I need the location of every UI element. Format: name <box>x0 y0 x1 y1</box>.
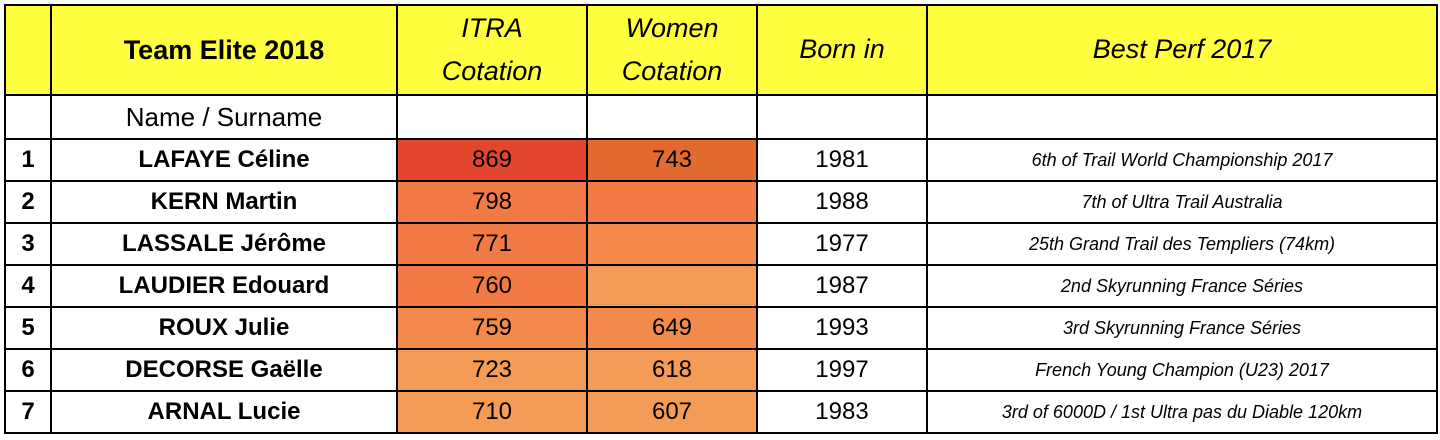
born-cell[interactable]: 1987 <box>756 264 928 308</box>
name-cell[interactable]: LAFAYE Céline <box>50 138 398 182</box>
corner-cell[interactable] <box>4 4 52 96</box>
perf-cell[interactable]: 2nd Skyrunning France Séries <box>926 264 1438 308</box>
women-cell[interactable] <box>586 264 758 308</box>
sub-empty-itra[interactable] <box>396 94 588 140</box>
born-cell[interactable]: 1983 <box>756 390 928 434</box>
itra-cell[interactable]: 869 <box>396 138 588 182</box>
name-cell[interactable]: LAUDIER Edouard <box>50 264 398 308</box>
team-elite-table: Team Elite 2018 ITRA Cotation Women Cota… <box>4 4 1438 434</box>
table-row: 6 DECORSE Gaëlle 723 618 1997 French Young Ch… <box>4 348 1438 392</box>
rank-cell[interactable]: 6 <box>4 348 52 392</box>
name-cell[interactable]: DECORSE Gaëlle <box>50 348 398 392</box>
women-cell[interactable]: 649 <box>586 306 758 350</box>
born-cell[interactable]: 1993 <box>756 306 928 350</box>
table-row: 5 ROUX Julie 759 649 1993 3rd Skyrunning Fran… <box>4 306 1438 350</box>
perf-cell[interactable]: 6th of Trail World Championship 2017 <box>926 138 1438 182</box>
women-header-line1: Women <box>625 12 719 43</box>
itra-header-line1: ITRA <box>461 12 523 43</box>
perf-cell[interactable]: 25th Grand Trail des Templiers (74km) <box>926 222 1438 266</box>
born-header[interactable]: Born in <box>756 4 928 96</box>
table-row: 2 KERN Martin 798 1988 7th of Ultra Trail Au… <box>4 180 1438 224</box>
born-cell[interactable]: 1988 <box>756 180 928 224</box>
women-cell[interactable]: 743 <box>586 138 758 182</box>
rank-cell[interactable]: 2 <box>4 180 52 224</box>
itra-cell[interactable]: 723 <box>396 348 588 392</box>
women-header[interactable]: Women Cotation <box>586 4 758 96</box>
itra-cell[interactable]: 798 <box>396 180 588 224</box>
rank-cell[interactable]: 4 <box>4 264 52 308</box>
born-cell[interactable]: 1981 <box>756 138 928 182</box>
sub-empty-women[interactable] <box>586 94 758 140</box>
born-cell[interactable]: 1977 <box>756 222 928 266</box>
name-label[interactable]: Name / Surname <box>50 94 398 140</box>
women-cell[interactable]: 618 <box>586 348 758 392</box>
rank-cell[interactable]: 7 <box>4 390 52 434</box>
itra-cell[interactable]: 771 <box>396 222 588 266</box>
sub-empty-born[interactable] <box>756 94 928 140</box>
perf-header[interactable]: Best Perf 2017 <box>926 4 1438 96</box>
itra-cell[interactable]: 710 <box>396 390 588 434</box>
name-cell[interactable]: LASSALE Jérôme <box>50 222 398 266</box>
name-cell[interactable]: ROUX Julie <box>50 306 398 350</box>
itra-cell[interactable]: 759 <box>396 306 588 350</box>
rank-cell[interactable]: 1 <box>4 138 52 182</box>
women-cell[interactable]: 607 <box>586 390 758 434</box>
women-header-line2: Cotation <box>621 56 723 86</box>
sub-empty-rank[interactable] <box>4 94 52 140</box>
name-cell[interactable]: KERN Martin <box>50 180 398 224</box>
table-row: 3 LASSALE Jérôme 771 1977 25th Grand Trail d… <box>4 222 1438 266</box>
header-row: Team Elite 2018 ITRA Cotation Women Cota… <box>4 4 1438 96</box>
itra-cell[interactable]: 760 <box>396 264 588 308</box>
subheader-row: Name / Surname <box>4 94 1438 140</box>
perf-cell[interactable]: 3rd Skyrunning France Séries <box>926 306 1438 350</box>
rank-cell[interactable]: 5 <box>4 306 52 350</box>
team-title[interactable]: Team Elite 2018 <box>50 4 398 96</box>
born-cell[interactable]: 1997 <box>756 348 928 392</box>
table-row: 1 LAFAYE Céline 869 743 1981 6th of Trail Wor… <box>4 138 1438 182</box>
perf-cell[interactable]: 3rd of 6000D / 1st Ultra pas du Diable 1… <box>926 390 1438 434</box>
table-row: 7 ARNAL Lucie 710 607 1983 3rd of 6000D / 1st… <box>4 390 1438 434</box>
itra-header[interactable]: ITRA Cotation <box>396 4 588 96</box>
itra-header-line2: Cotation <box>441 56 543 86</box>
rank-cell[interactable]: 3 <box>4 222 52 266</box>
perf-cell[interactable]: 7th of Ultra Trail Australia <box>926 180 1438 224</box>
women-cell[interactable] <box>586 180 758 224</box>
women-cell[interactable] <box>586 222 758 266</box>
sub-empty-perf[interactable] <box>926 94 1438 140</box>
table-row: 4 LAUDIER Edouard 760 1987 2nd Skyrunning Fr… <box>4 264 1438 308</box>
name-cell[interactable]: ARNAL Lucie <box>50 390 398 434</box>
perf-cell[interactable]: French Young Champion (U23) 2017 <box>926 348 1438 392</box>
